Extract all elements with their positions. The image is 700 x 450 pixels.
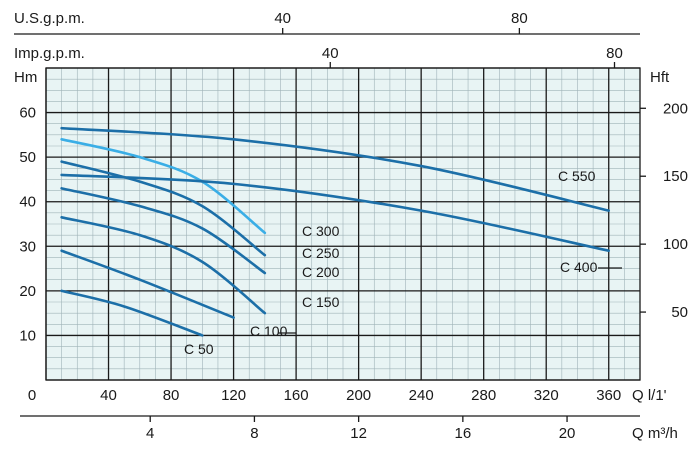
x-tick-label-lpm: 200 [346,387,371,404]
series-label-c550: C 550 [558,168,596,184]
curve-c250 [60,160,267,257]
x-tick-label-impgpm: 40 [322,45,339,62]
y-tick-label-ft: 150 [663,168,688,185]
plot-frame [45,67,641,381]
x-tick-label-m3h: 8 [250,425,258,442]
y-tick-label-ft: 200 [663,100,688,117]
curve-c400 [60,173,611,253]
x-tick-label-usgpm: 80 [511,10,528,27]
y-tick-label-m: 30 [19,238,36,255]
series-label-c200: C 200 [302,264,340,280]
x-tick-label-lpm: 160 [284,387,309,404]
series-label-c400: C 400 [560,259,598,275]
curve-c300 [60,138,267,235]
y-tick-label-m: 60 [19,105,36,122]
y-tick-label-ft: 50 [671,304,688,321]
x-tick-label-m3h: 20 [559,425,576,442]
x-tick-label-m3h: 4 [146,425,154,442]
x-tick-label-lpm: 80 [163,387,180,404]
x-axis-unit-impgpm: Imp.g.p.m. [14,45,85,62]
x-tick-label-m3h: 16 [454,425,471,442]
series-label-c150: C 150 [302,294,340,310]
y-tick-label-ft: 100 [663,236,688,253]
curve-c50 [60,289,204,337]
x-tick-label-impgpm: 80 [606,45,623,62]
x-tick-label-usgpm: 40 [274,10,291,27]
y-tick-label-m: 40 [19,194,36,211]
series-label-c250: C 250 [302,245,340,261]
curve-c150 [60,216,267,315]
x-tick-label-lpm: 320 [534,387,559,404]
y-tick-label-m: 50 [19,149,36,166]
x-tick-label-m3h: 12 [350,425,367,442]
x-tick-label-lpm: 40 [100,387,117,404]
x-axis-unit-usgpm: U.S.g.p.m. [14,10,85,27]
series-label-c100: C 100 [250,323,288,339]
x-tick-label-lpm: 360 [596,387,621,404]
x-tick-label-lpm: 240 [409,387,434,404]
x-axis-unit-m3h: Q m³/h [632,425,678,442]
curve-c200 [60,187,267,275]
y-tick-label-m: 20 [19,283,36,300]
y-axis-unit-ft: Hft [650,69,670,86]
series-label-c50: C 50 [184,341,214,357]
y-tick-label-m: 10 [19,327,36,344]
curve-c100 [60,249,235,319]
series-label-c300: C 300 [302,223,340,239]
x-tick-label-lpm: 0 [28,387,36,404]
x-tick-label-lpm: 120 [221,387,246,404]
x-axis-unit-lpm: Q l/1' [632,387,667,404]
y-axis-unit-m: Hm [14,69,37,86]
curve-c550 [60,126,611,212]
x-tick-label-lpm: 280 [471,387,496,404]
